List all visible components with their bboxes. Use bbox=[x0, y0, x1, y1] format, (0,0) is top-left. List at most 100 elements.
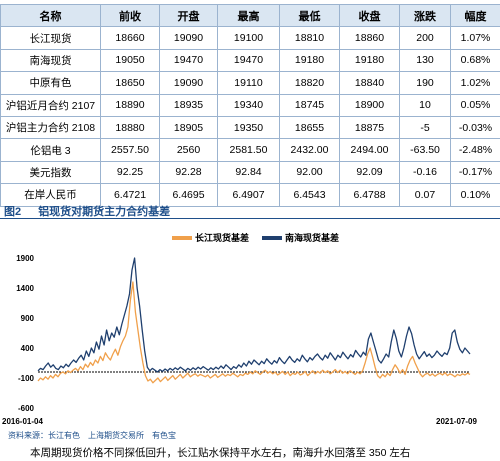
table-cell: 2432.00 bbox=[279, 138, 340, 162]
table-cell: 92.25 bbox=[100, 160, 160, 185]
table-cell: 6.4695 bbox=[159, 183, 218, 207]
table-cell: 18890 bbox=[100, 93, 160, 117]
table-cell: 19350 bbox=[217, 115, 280, 140]
table-cell: 19050 bbox=[100, 48, 160, 73]
table-cell: 沪铝近月合约 2107 bbox=[0, 93, 101, 117]
table-row: 伦铝电 3 2557.50 2560 2581.50 2432.00 2494.… bbox=[0, 138, 500, 162]
series-line-nanhai bbox=[37, 257, 471, 373]
table-cell: 6.4788 bbox=[339, 183, 400, 207]
x-end-label: 2021-07-09 bbox=[436, 417, 477, 426]
summary-text: 本周期现货价格不同探低回升，长江贴水保持平水左右，南海升水回落至 350 左右 bbox=[30, 447, 411, 459]
y-tick-label: 900 bbox=[21, 314, 35, 323]
table-cell: 2581.50 bbox=[217, 138, 280, 162]
table-row: 中原有色 18650 19090 19110 18820 18840 190 1… bbox=[0, 71, 500, 95]
table-cell: -0.16 bbox=[399, 160, 451, 185]
table-cell: 18810 bbox=[279, 26, 340, 50]
table-cell: 18840 bbox=[339, 71, 400, 95]
table-cell: -63.50 bbox=[399, 138, 451, 162]
table-cell: 长江现货 bbox=[0, 26, 101, 50]
column-header: 名称 bbox=[0, 3, 101, 28]
table-cell: 18935 bbox=[159, 93, 218, 117]
y-tick-label: 1400 bbox=[16, 284, 34, 293]
figure-caption: 铝现货对期货主力合约基差 bbox=[38, 206, 171, 218]
legend-label-nanhai: 南海现货基差 bbox=[285, 232, 339, 243]
table-cell: -5 bbox=[399, 115, 451, 140]
table-cell: 18745 bbox=[279, 93, 340, 117]
quote-table: 名称 前收 开盘 最高 最低 收盘 涨跌 幅度 长江现货 18660 19090… bbox=[0, 3, 500, 207]
table-cell: 19090 bbox=[159, 26, 218, 50]
table-cell: 18660 bbox=[100, 26, 160, 50]
table-cell: -2.48% bbox=[450, 138, 500, 162]
table-cell: 南海现货 bbox=[0, 48, 101, 73]
table-cell: -0.17% bbox=[450, 160, 500, 185]
column-header: 幅度 bbox=[450, 3, 500, 28]
column-header: 涨跌 bbox=[399, 3, 451, 28]
column-header: 收盘 bbox=[339, 3, 400, 28]
table-cell: 2494.00 bbox=[339, 138, 400, 162]
table-cell: 200 bbox=[399, 26, 451, 50]
table-cell: 18650 bbox=[100, 71, 160, 95]
table-row: 沪铝近月合约 2107 18890 18935 19340 18745 1890… bbox=[0, 93, 500, 117]
y-tick-label: -600 bbox=[18, 404, 35, 413]
table-cell: 92.84 bbox=[217, 160, 280, 185]
table-cell: 10 bbox=[399, 93, 451, 117]
table-cell: 0.07 bbox=[399, 183, 451, 207]
table-cell: 18905 bbox=[159, 115, 218, 140]
table-cell: 19470 bbox=[159, 48, 218, 73]
basis-line-chart: 长江现货基差 南海现货基差 -600 -100 400 900 1400 1900 201… bbox=[2, 232, 477, 426]
table-cell: 19090 bbox=[159, 71, 218, 95]
table-row: 长江现货 18660 19090 19100 18810 18860 200 1… bbox=[0, 26, 500, 50]
figure-title: 图2 铝现货对期货主力合约基差 bbox=[4, 203, 170, 219]
table-cell: 0.10% bbox=[450, 183, 500, 207]
table-row: 沪铝主力合约 2108 18880 18905 19350 18655 1887… bbox=[0, 115, 500, 140]
table-cell: 6.4907 bbox=[217, 183, 280, 207]
x-start-label: 2016-01-04 bbox=[2, 417, 43, 426]
figure-number: 图2 bbox=[4, 206, 22, 218]
table-header-row: 名称 前收 开盘 最高 最低 收盘 涨跌 幅度 bbox=[0, 3, 500, 28]
y-axis: -600 -100 400 900 1400 1900 bbox=[16, 254, 34, 413]
table-cell: 沪铝主力合约 2108 bbox=[0, 115, 101, 140]
table-cell: 0.05% bbox=[450, 93, 500, 117]
table-row: 美元指数 92.25 92.28 92.84 92.00 92.09 -0.16… bbox=[0, 160, 500, 185]
table-cell: 2557.50 bbox=[100, 138, 160, 162]
y-tick-label: 400 bbox=[21, 344, 35, 353]
series-line-changjiang bbox=[37, 281, 471, 384]
table-cell: 190 bbox=[399, 71, 451, 95]
y-tick-label: 1900 bbox=[16, 254, 34, 263]
column-header: 前收 bbox=[100, 3, 160, 28]
table-cell: 92.28 bbox=[159, 160, 218, 185]
table-cell: 19100 bbox=[217, 26, 280, 50]
table-cell: 中原有色 bbox=[0, 71, 101, 95]
table-cell: 1.07% bbox=[450, 26, 500, 50]
table-cell: 18655 bbox=[279, 115, 340, 140]
table-cell: 在岸人民币 bbox=[0, 183, 101, 207]
series-lines bbox=[37, 257, 471, 384]
table-row: 南海现货 19050 19470 19470 19180 19180 130 0… bbox=[0, 48, 500, 73]
title-divider bbox=[0, 218, 500, 219]
table-cell: 19340 bbox=[217, 93, 280, 117]
column-header: 最高 bbox=[217, 3, 280, 28]
table-cell: 92.00 bbox=[279, 160, 340, 185]
table-cell: 6.4543 bbox=[279, 183, 340, 207]
legend-label-changjiang: 长江现货基差 bbox=[195, 232, 249, 243]
legend-swatch-nanhai bbox=[262, 236, 282, 240]
table-cell: 18880 bbox=[100, 115, 160, 140]
table-cell: 130 bbox=[399, 48, 451, 73]
table-cell: 19180 bbox=[279, 48, 340, 73]
table-cell: 19110 bbox=[217, 71, 280, 95]
y-tick-label: -100 bbox=[18, 374, 35, 383]
table-cell: 18860 bbox=[339, 26, 400, 50]
table-row: 在岸人民币 6.4721 6.4695 6.4907 6.4543 6.4788… bbox=[0, 183, 500, 207]
table-cell: 伦铝电 3 bbox=[0, 138, 101, 162]
column-header: 开盘 bbox=[159, 3, 218, 28]
table-cell: 0.68% bbox=[450, 48, 500, 73]
table-cell: 19470 bbox=[217, 48, 280, 73]
table-cell: 19180 bbox=[339, 48, 400, 73]
table-cell: 92.09 bbox=[339, 160, 400, 185]
table-cell: 18875 bbox=[339, 115, 400, 140]
chart-legend: 长江现货基差 南海现货基差 bbox=[172, 232, 339, 243]
table-cell: 美元指数 bbox=[0, 160, 101, 185]
column-header: 最低 bbox=[279, 3, 340, 28]
table-cell: 1.02% bbox=[450, 71, 500, 95]
table-cell: -0.03% bbox=[450, 115, 500, 140]
